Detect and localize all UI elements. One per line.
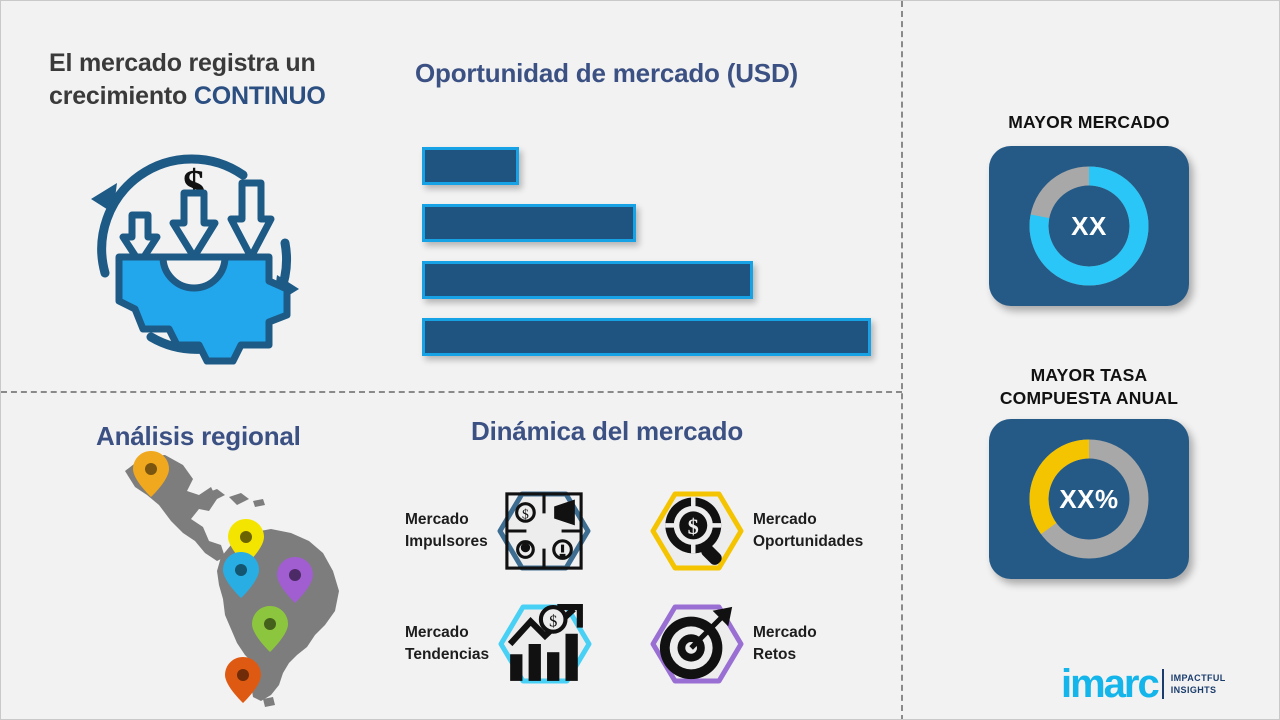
growth-headline: El mercado registra un crecimiento CONTI… <box>49 47 399 114</box>
hexagon-frame-challenges <box>649 603 745 685</box>
dynamics-label-line-1: Mercado <box>753 623 817 641</box>
target-arrow-icon <box>649 603 745 685</box>
bar-row <box>422 261 753 299</box>
logo-divider <box>1161 669 1164 699</box>
puzzle-pieces-icon: $ <box>496 490 592 572</box>
svg-text:$: $ <box>522 506 529 521</box>
dynamics-label-line-1: Mercado <box>405 623 469 641</box>
dynamics-item-market-challenges[interactable]: Mercado Retos <box>649 601 817 687</box>
bar-row <box>422 204 636 242</box>
kpi-value-highest-cagr: XX% <box>1059 483 1119 514</box>
kpi-title-line-1: MAYOR TASA <box>1030 365 1148 385</box>
headline-line-1: El mercado registra un <box>49 49 316 77</box>
page-title-dynamics: Dinámica del mercado <box>471 416 743 446</box>
opportunity-bar-chart <box>422 147 882 357</box>
dynamics-label-line-2: Impulsores <box>405 533 488 550</box>
dynamics-label-line-2: Retos <box>753 646 797 663</box>
dynamics-label: Mercado Retos <box>753 622 817 667</box>
logo-tagline-line-1: IMPACTFUL <box>1170 672 1226 683</box>
pin-brazil <box>277 557 313 603</box>
donut-card-highest-cagr: XX% <box>989 419 1189 579</box>
dynamics-item-market-trends[interactable]: Mercado Tendencias $ <box>405 601 593 687</box>
hexagon-frame-opportunities: $ <box>649 490 745 572</box>
kpi-title-largest-market: MAYOR MERCADO <box>1008 112 1170 132</box>
dynamics-label-line-1: Mercado <box>405 510 469 528</box>
dynamics-label: Mercado Impulsores <box>405 509 488 554</box>
page-title-regional: Análisis regional <box>96 421 301 451</box>
vertical-divider <box>901 1 903 719</box>
logo-tagline-line-2: INSIGHTS <box>1170 685 1217 695</box>
pin-chile <box>252 606 288 652</box>
magnifier-dollar-target-icon: $ <box>649 490 745 572</box>
dynamics-label-line-1: Mercado <box>753 510 817 528</box>
pin-argentina <box>225 657 261 703</box>
dynamics-item-market-opportunities[interactable]: $ Mercado Oportunidades <box>649 488 863 574</box>
kpi-value-largest-market: XX <box>1071 210 1107 241</box>
svg-text:$: $ <box>549 612 557 631</box>
hexagon-frame-trends: $ <box>497 603 593 685</box>
gear-growth-arrows-icon: $ <box>73 139 315 371</box>
bar-chart-growth-icon: $ <box>497 603 593 685</box>
latin-america-map <box>113 449 345 711</box>
bar-row <box>422 147 519 185</box>
dynamics-label-line-2: Tendencias <box>405 646 490 663</box>
headline-accent: CONTINUO <box>193 82 326 111</box>
donut-card-largest-market: XX <box>989 146 1189 306</box>
dynamics-label: Mercado Oportunidades <box>753 509 863 554</box>
imarc-logo: imarc IMPACTFUL INSIGHTS <box>1061 664 1226 704</box>
dynamics-item-market-drivers[interactable]: Mercado Impulsores $ <box>405 488 592 574</box>
dynamics-label: Mercado Tendencias <box>405 622 489 667</box>
bar-row <box>422 318 871 356</box>
pin-peru <box>223 552 259 598</box>
logo-tagline: IMPACTFUL INSIGHTS <box>1171 672 1226 696</box>
page-title-opportunity: Oportunidad de mercado (USD) <box>415 58 798 88</box>
headline-line-2: crecimiento <box>49 82 194 111</box>
logo-wordmark: imarc <box>1061 662 1160 706</box>
kpi-title-highest-cagr: MAYOR TASA COMPUESTA ANUAL <box>959 364 1219 411</box>
dynamics-label-line-2: Oportunidades <box>753 533 864 550</box>
kpi-title-line-2: COMPUESTA ANUAL <box>999 388 1179 409</box>
svg-text:$: $ <box>688 514 699 539</box>
pin-mexico <box>133 451 169 497</box>
horizontal-divider <box>1 391 902 393</box>
hexagon-frame-drivers: $ <box>496 490 592 572</box>
